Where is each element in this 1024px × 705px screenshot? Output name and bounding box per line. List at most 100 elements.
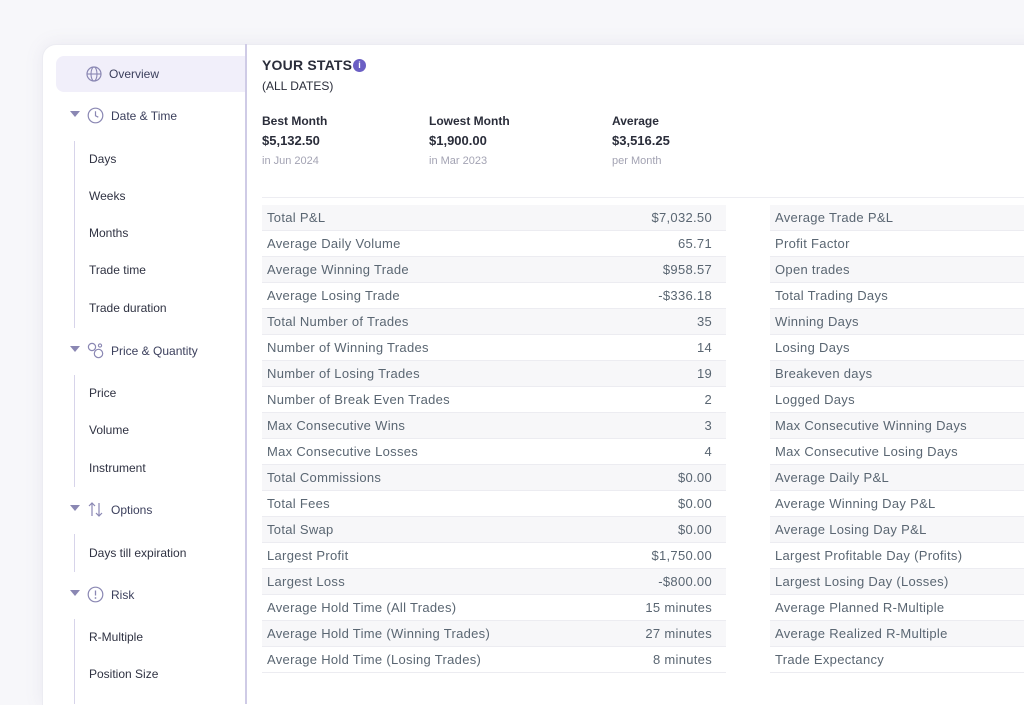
tree-line — [74, 375, 75, 487]
sidebar-item-overview[interactable]: Overview — [56, 56, 245, 92]
stat-value: $0.00 — [677, 496, 712, 511]
stat-name: Number of Winning Trades — [267, 340, 429, 355]
table-row: Largest Losing Day (Losses) — [770, 569, 1024, 595]
section-label: Date & Time — [111, 109, 178, 123]
stat-name: Max Consecutive Losing Days — [775, 444, 958, 459]
table-row: Total Swap $0.00 — [262, 517, 726, 543]
sidebar-section-price-quantity[interactable]: Price & Quantity — [42, 340, 245, 362]
sidebar-item-days-till-expiration[interactable]: Days till expiration — [89, 546, 187, 560]
table-row: Trade Expectancy — [770, 647, 1024, 673]
table-row: Total Number of Trades 35 — [262, 309, 726, 335]
table-row: Average Trade P&L — [770, 205, 1024, 231]
stat-name: Max Consecutive Wins — [267, 418, 406, 433]
stat-name: Average Winning Trade — [267, 262, 409, 277]
stat-name: Trade Expectancy — [775, 652, 885, 667]
kpi-note: in Jun 2024 — [262, 155, 319, 167]
sidebar-item-days[interactable]: Days — [89, 152, 117, 166]
stat-value: 27 minutes — [645, 626, 712, 641]
table-row: Average Hold Time (All Trades) 15 minutes — [262, 595, 726, 621]
chevron-down-icon — [70, 111, 80, 117]
table-row: Max Consecutive Losses 4 — [262, 439, 726, 465]
price-quantity-icon — [87, 342, 104, 364]
table-row: Number of Winning Trades 14 — [262, 335, 726, 361]
table-row: Max Consecutive Losing Days — [770, 439, 1024, 465]
kpi-label: Best Month — [262, 114, 328, 128]
table-row: Largest Profitable Day (Profits) — [770, 543, 1024, 569]
stat-name: Largest Loss — [267, 574, 346, 589]
chevron-down-icon — [70, 346, 80, 352]
stat-name: Largest Losing Day (Losses) — [775, 574, 949, 589]
table-row: Total Fees $0.00 — [262, 491, 726, 517]
sidebar-item-r-multiple[interactable]: R-Multiple — [89, 630, 144, 644]
globe-icon — [86, 66, 102, 87]
stat-name: Average Hold Time (Winning Trades) — [267, 626, 491, 641]
stat-value: 4 — [704, 444, 712, 459]
kpi-value: $3,516.25 — [612, 133, 670, 148]
sidebar-item-instrument[interactable]: Instrument — [89, 461, 146, 475]
info-icon[interactable]: i — [353, 59, 366, 72]
clock-icon — [87, 107, 104, 129]
stat-value: 8 minutes — [652, 652, 712, 667]
kpi-value: $5,132.50 — [262, 133, 320, 148]
table-row: Number of Losing Trades 19 — [262, 361, 726, 387]
stat-name: Logged Days — [775, 392, 855, 407]
kpi-average: Average $3,516.25 per Month — [612, 114, 670, 167]
stat-name: Breakeven days — [775, 366, 873, 381]
table-row: Average Winning Trade $958.57 — [262, 257, 726, 283]
up-down-arrows-icon — [87, 501, 104, 523]
stat-value: $0.00 — [677, 522, 712, 537]
table-row: Total Trading Days — [770, 283, 1024, 309]
table-row: Winning Days — [770, 309, 1024, 335]
sidebar-item-trade-time[interactable]: Trade time — [89, 263, 146, 277]
tree-line — [74, 619, 75, 704]
stat-value: 2 — [704, 392, 712, 407]
sidebar-item-position-size[interactable]: Position Size — [89, 667, 159, 681]
stat-value: -$800.00 — [658, 574, 712, 589]
divider — [262, 197, 1024, 198]
sidebar-section-options[interactable]: Options — [42, 499, 245, 521]
stat-name: Average Hold Time (Losing Trades) — [267, 652, 482, 667]
sidebar-item-volume[interactable]: Volume — [89, 423, 130, 437]
page-title: YOUR STATS — [262, 57, 353, 73]
sidebar-item-trade-duration[interactable]: Trade duration — [89, 301, 167, 315]
stat-name: Average Losing Trade — [267, 288, 400, 303]
stat-value: 15 minutes — [645, 600, 712, 615]
sidebar-section-date-time[interactable]: Date & Time — [42, 105, 245, 127]
stat-name: Largest Profit — [267, 548, 349, 563]
table-row: Average Planned R-Multiple — [770, 595, 1024, 621]
table-row: Total Commissions $0.00 — [262, 465, 726, 491]
kpi-best-month: Best Month $5,132.50 in Jun 2024 — [262, 114, 327, 167]
date-range-label: (ALL DATES) — [262, 79, 334, 93]
section-label: Risk — [111, 588, 135, 602]
kpi-value: $1,900.00 — [429, 133, 487, 148]
table-row: Average Winning Day P&L — [770, 491, 1024, 517]
stat-value: $7,032.50 — [651, 210, 712, 225]
sidebar-item-months[interactable]: Months — [89, 226, 129, 240]
stat-name: Open trades — [775, 262, 850, 277]
kpi-lowest-month: Lowest Month $1,900.00 in Mar 2023 — [429, 114, 510, 167]
chevron-down-icon — [70, 590, 80, 596]
table-row: Profit Factor — [770, 231, 1024, 257]
chevron-down-icon — [70, 505, 80, 511]
table-row: Total P&L $7,032.50 — [262, 205, 726, 231]
stat-name: Number of Losing Trades — [267, 366, 420, 381]
stats-table-left: Total P&L $7,032.50 Average Daily Volume 6… — [262, 205, 726, 673]
stat-name: Total Number of Trades — [267, 314, 409, 329]
sidebar-item-weeks[interactable]: Weeks — [89, 189, 126, 203]
stat-value: $0.00 — [677, 470, 712, 485]
sidebar-item-price[interactable]: Price — [89, 386, 117, 400]
stat-name: Max Consecutive Winning Days — [775, 418, 967, 433]
table-row: Open trades — [770, 257, 1024, 283]
table-row: Average Losing Trade -$336.18 — [262, 283, 726, 309]
table-row: Largest Loss -$800.00 — [262, 569, 726, 595]
report-sidebar: Overview Date & Time Days Weeks Months T… — [42, 44, 247, 704]
alert-circle-icon — [87, 586, 104, 608]
stat-value: 3 — [704, 418, 712, 433]
stat-name: Total Commissions — [267, 470, 382, 485]
stat-name: Average Losing Day P&L — [775, 522, 927, 537]
stat-name: Average Daily P&L — [775, 470, 889, 485]
stat-value: 14 — [696, 340, 712, 355]
sidebar-section-risk[interactable]: Risk — [42, 584, 245, 606]
kpi-note: in Mar 2023 — [429, 155, 488, 167]
section-label: Price & Quantity — [111, 344, 198, 358]
